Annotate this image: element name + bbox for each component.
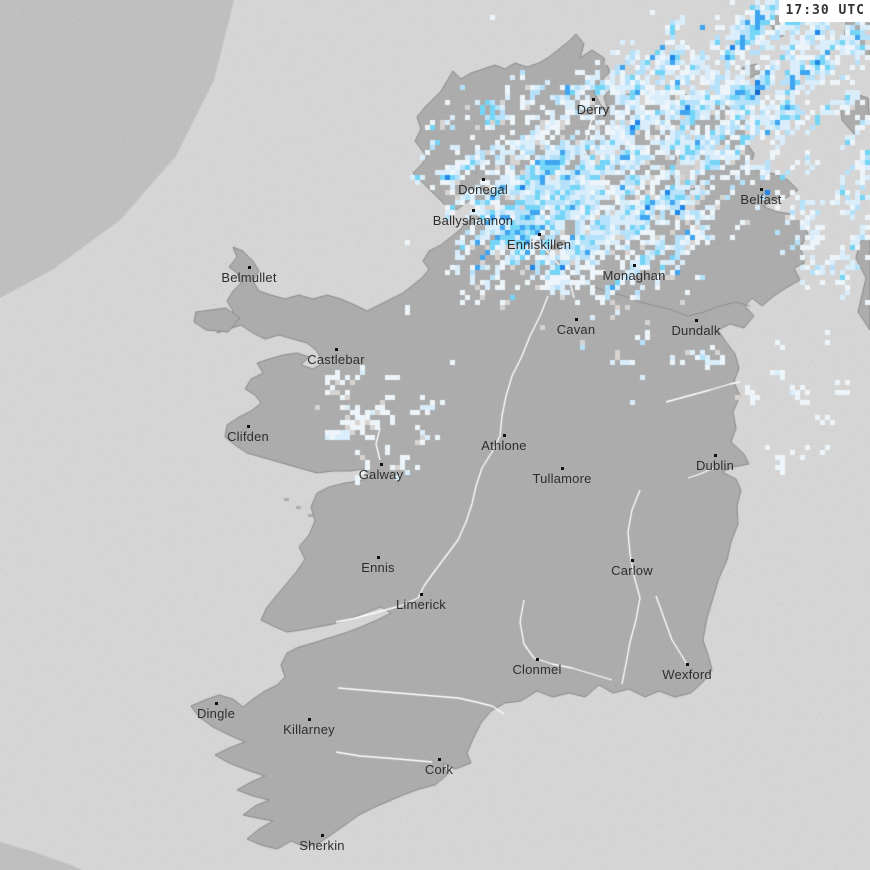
city-dot-icon: [695, 319, 698, 322]
city-dot-icon: [686, 663, 689, 666]
city-dot-icon: [482, 178, 485, 181]
city-label: Ennis: [361, 560, 395, 575]
city-dot-icon: [308, 718, 311, 721]
city-label: Belmullet: [221, 270, 277, 285]
timestamp-badge: 17:30 UTC: [778, 0, 870, 22]
city-dot-icon: [503, 434, 506, 437]
city-label: Athlone: [481, 438, 527, 453]
city-label: Sherkin: [299, 838, 345, 853]
city-label: Clifden: [227, 429, 269, 444]
city-label: Dingle: [196, 706, 236, 721]
city-label: Galway: [358, 467, 404, 482]
city-dot-icon: [215, 702, 218, 705]
city-dot-icon: [321, 834, 324, 837]
city-label: Limerick: [396, 597, 446, 612]
city-dot-icon: [536, 658, 539, 661]
city-label: Cavan: [556, 322, 596, 337]
city-dot-icon: [472, 209, 475, 212]
city-label: Monaghan: [602, 268, 666, 283]
city-dot-icon: [633, 264, 636, 267]
city-label: Wexford: [662, 667, 712, 682]
city-dot-icon: [714, 454, 717, 457]
city-label: Clonmel: [512, 662, 562, 677]
city-dot-icon: [631, 559, 634, 562]
city-label: Belfast: [740, 192, 782, 207]
city-dot-icon: [420, 593, 423, 596]
city-dot-icon: [575, 318, 578, 321]
city-dot-icon: [538, 233, 541, 236]
city-label: Enniskillen: [506, 237, 572, 252]
city-label: Tullamore: [532, 471, 592, 486]
city-label: Dundalk: [671, 323, 721, 338]
city-label: Killarney: [283, 722, 335, 737]
city-label: Derry: [576, 102, 610, 117]
city-dot-icon: [380, 463, 383, 466]
city-dot-icon: [335, 348, 338, 351]
city-label: Cork: [424, 762, 454, 777]
city-dot-icon: [438, 758, 441, 761]
city-label: Dublin: [695, 458, 735, 473]
city-dot-icon: [247, 425, 250, 428]
city-dot-icon: [561, 467, 564, 470]
city-dot-icon: [377, 556, 380, 559]
city-label: Castlebar: [307, 352, 365, 367]
city-dot-icon: [248, 266, 251, 269]
city-dot-icon: [760, 188, 763, 191]
city-dot-icon: [592, 98, 595, 101]
city-label: Ballyshannon: [432, 213, 514, 228]
city-label: Donegal: [458, 182, 508, 197]
city-label: Carlow: [611, 563, 653, 578]
